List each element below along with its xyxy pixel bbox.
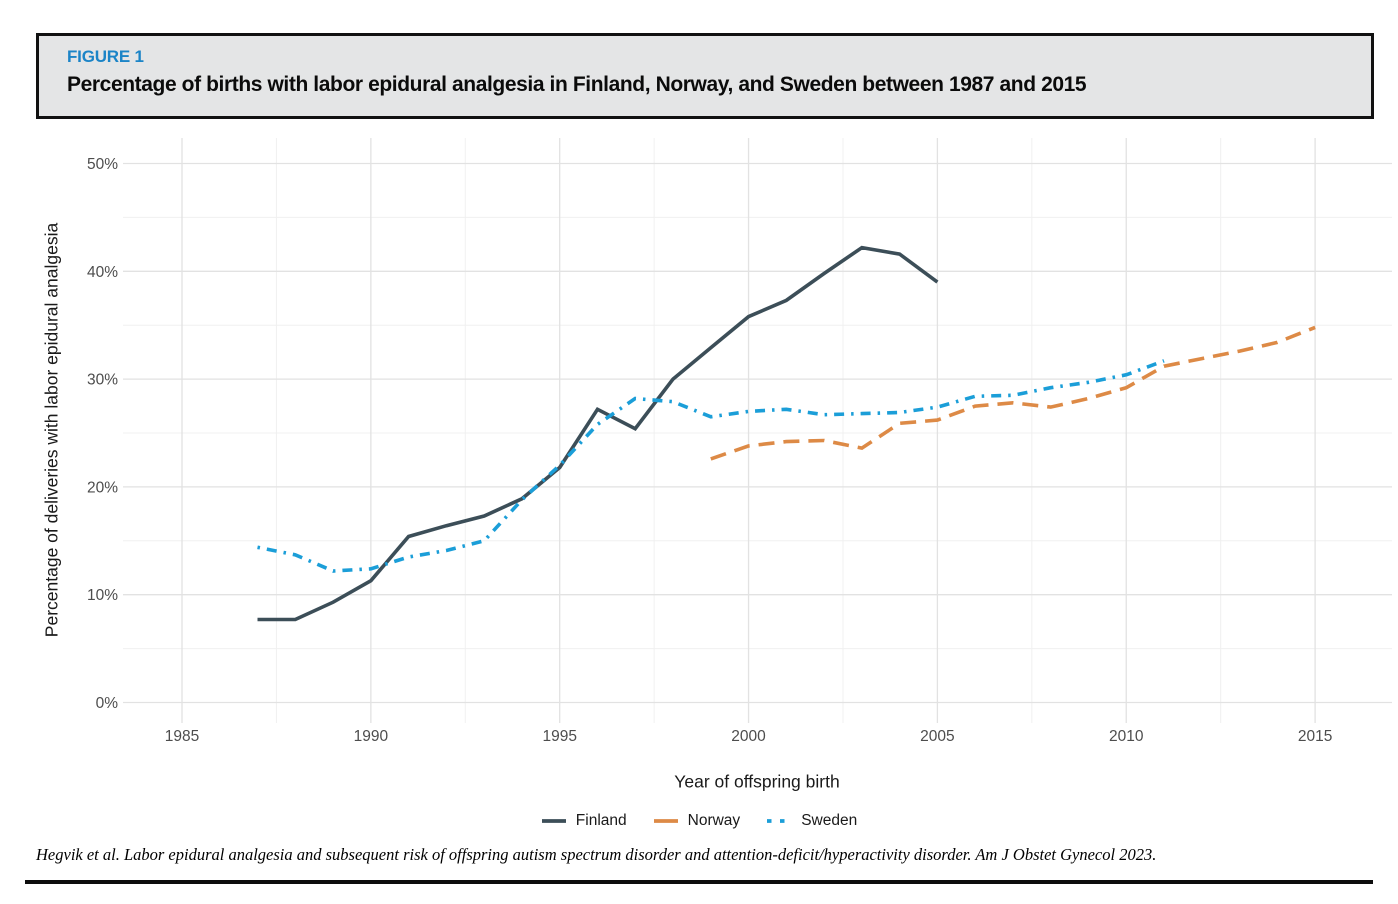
legend-key-finland-icon xyxy=(541,819,566,823)
legend-key-sweden-icon xyxy=(767,819,792,823)
series-line-finland xyxy=(257,245,939,622)
x-axis-title: Year of offspring birth xyxy=(674,771,840,792)
figure-header-box: FIGURE 1 Percentage of births with labor… xyxy=(36,33,1374,119)
figure-number-label: FIGURE 1 xyxy=(67,47,144,66)
legend-label-norway: Norway xyxy=(687,812,741,829)
y-tick-label: 30% xyxy=(87,372,118,389)
y-tick-label: 40% xyxy=(87,264,118,281)
y-tick-label: 0% xyxy=(96,695,119,712)
legend-key-norway-icon xyxy=(653,819,678,823)
page-bottom-rule xyxy=(25,880,1373,884)
y-tick-label: 50% xyxy=(87,156,118,173)
x-tick-label: 1995 xyxy=(542,728,576,745)
y-axis-title: Percentage of deliveries with labor epid… xyxy=(41,222,62,638)
figure-title: Percentage of births with labor epidural… xyxy=(67,73,1087,96)
chart-legend: Finland Norway Sweden xyxy=(0,808,1398,834)
x-tick-label: 2005 xyxy=(920,728,954,745)
x-tick-label: 1985 xyxy=(165,728,199,745)
legend-item-sweden: Sweden xyxy=(766,812,857,830)
series-line-norway xyxy=(710,325,1316,461)
x-tick-label: 1990 xyxy=(354,728,389,745)
legend-item-finland: Finland xyxy=(541,812,627,830)
y-tick-label: 20% xyxy=(87,479,118,496)
epidural-line-chart: 0% 10% 20% 30% 40% 50% 1985 1990 1995 2000 2005 201… xyxy=(87,138,1392,745)
legend-label-finland: Finland xyxy=(575,812,627,829)
legend-item-norway: Norway xyxy=(653,812,741,830)
x-tick-label: 2000 xyxy=(731,728,766,745)
legend-label-sweden: Sweden xyxy=(801,812,858,829)
x-tick-label: 2010 xyxy=(1109,728,1144,745)
x-tick-label: 2015 xyxy=(1298,728,1332,745)
y-tick-label: 10% xyxy=(87,587,118,604)
figure-citation: Hegvik et al. Labor epidural analgesia a… xyxy=(36,845,1157,864)
series-line-sweden xyxy=(257,359,1165,573)
